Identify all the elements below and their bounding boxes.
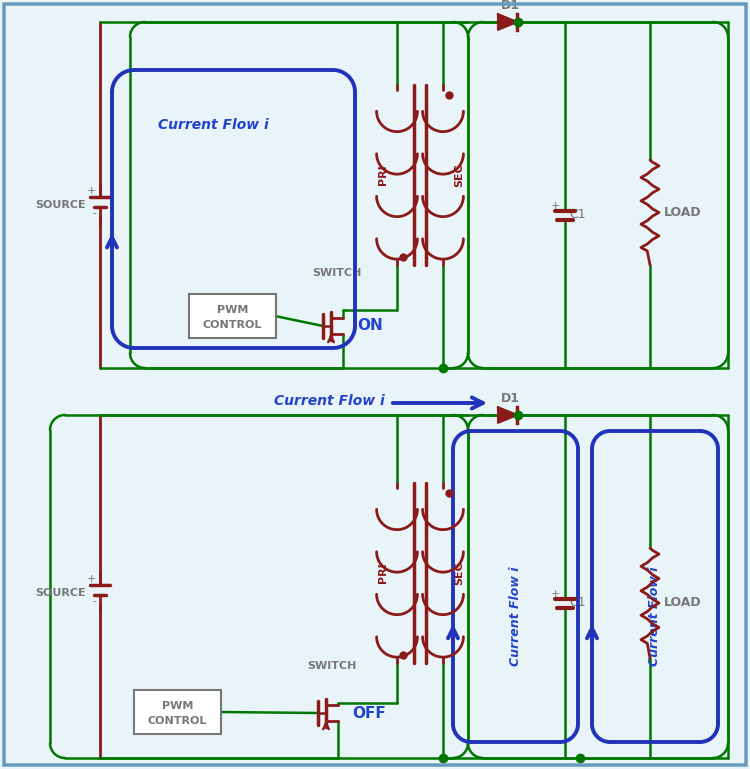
Text: SOURCE: SOURCE — [35, 588, 86, 598]
Text: +: + — [550, 201, 560, 211]
Text: OFF: OFF — [352, 705, 386, 721]
Text: SEC: SEC — [454, 561, 464, 585]
Text: PRI: PRI — [378, 165, 388, 185]
Text: +: + — [86, 186, 96, 196]
Text: PWM: PWM — [162, 701, 194, 711]
Text: D1: D1 — [500, 392, 520, 405]
Text: Current Flow i: Current Flow i — [509, 567, 522, 666]
Text: +: + — [550, 589, 560, 599]
Text: -: - — [92, 208, 96, 218]
Text: +: + — [86, 574, 96, 584]
Text: ON: ON — [357, 318, 382, 334]
Text: PRI: PRI — [378, 563, 388, 584]
Text: LOAD: LOAD — [664, 597, 702, 610]
Text: Current Flow i: Current Flow i — [158, 118, 268, 132]
Text: CONTROL: CONTROL — [202, 320, 262, 330]
Text: LOAD: LOAD — [664, 206, 702, 219]
Text: Current Flow i: Current Flow i — [274, 394, 385, 408]
Text: SOURCE: SOURCE — [35, 200, 86, 210]
Text: SWITCH: SWITCH — [308, 661, 357, 671]
Text: PWM: PWM — [217, 305, 248, 315]
Polygon shape — [498, 14, 517, 30]
Text: D1: D1 — [500, 0, 520, 12]
Polygon shape — [498, 408, 517, 423]
Text: SEC: SEC — [454, 163, 464, 187]
Text: Current Flow i: Current Flow i — [649, 567, 662, 666]
FancyBboxPatch shape — [134, 690, 221, 734]
Text: SWITCH: SWITCH — [312, 268, 362, 278]
Text: CONTROL: CONTROL — [148, 716, 207, 726]
Text: C1: C1 — [569, 597, 586, 610]
FancyBboxPatch shape — [189, 294, 276, 338]
Text: -: - — [92, 596, 96, 606]
Text: C1: C1 — [569, 208, 586, 221]
